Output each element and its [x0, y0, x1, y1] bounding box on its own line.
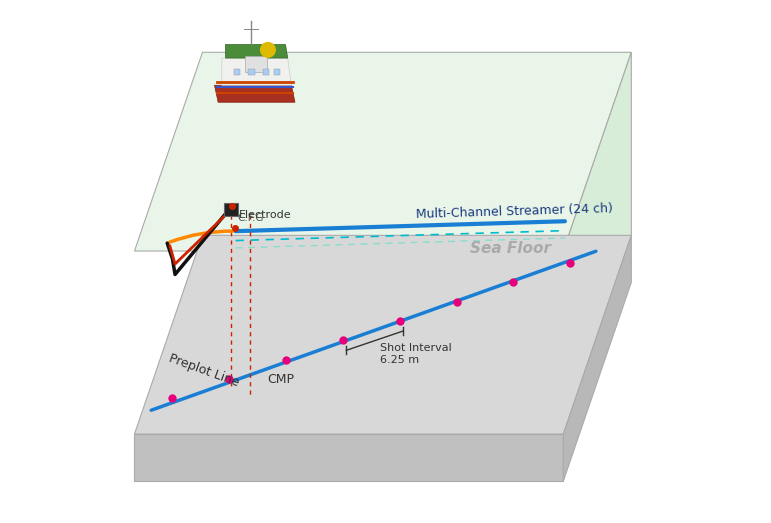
- Polygon shape: [134, 434, 564, 481]
- Text: Preplot Line: Preplot Line: [167, 351, 241, 389]
- Polygon shape: [134, 52, 631, 251]
- Text: C.F.G: C.F.G: [237, 212, 264, 223]
- Polygon shape: [225, 44, 288, 58]
- FancyBboxPatch shape: [248, 69, 254, 75]
- Polygon shape: [134, 235, 631, 434]
- Polygon shape: [564, 235, 631, 481]
- Polygon shape: [564, 52, 631, 434]
- FancyBboxPatch shape: [263, 69, 269, 75]
- Polygon shape: [222, 58, 291, 85]
- Text: Electrode: Electrode: [239, 210, 291, 220]
- FancyBboxPatch shape: [234, 69, 240, 75]
- FancyBboxPatch shape: [245, 56, 267, 72]
- Polygon shape: [214, 85, 295, 103]
- FancyBboxPatch shape: [274, 69, 281, 75]
- Text: CMP: CMP: [268, 373, 295, 386]
- Text: Shot Interval
6.25 m: Shot Interval 6.25 m: [380, 343, 452, 365]
- Text: Sea Floor: Sea Floor: [470, 242, 551, 256]
- FancyBboxPatch shape: [224, 203, 238, 215]
- Text: Multi-Channel Streamer (24 ch): Multi-Channel Streamer (24 ch): [416, 202, 613, 221]
- Circle shape: [261, 42, 275, 57]
